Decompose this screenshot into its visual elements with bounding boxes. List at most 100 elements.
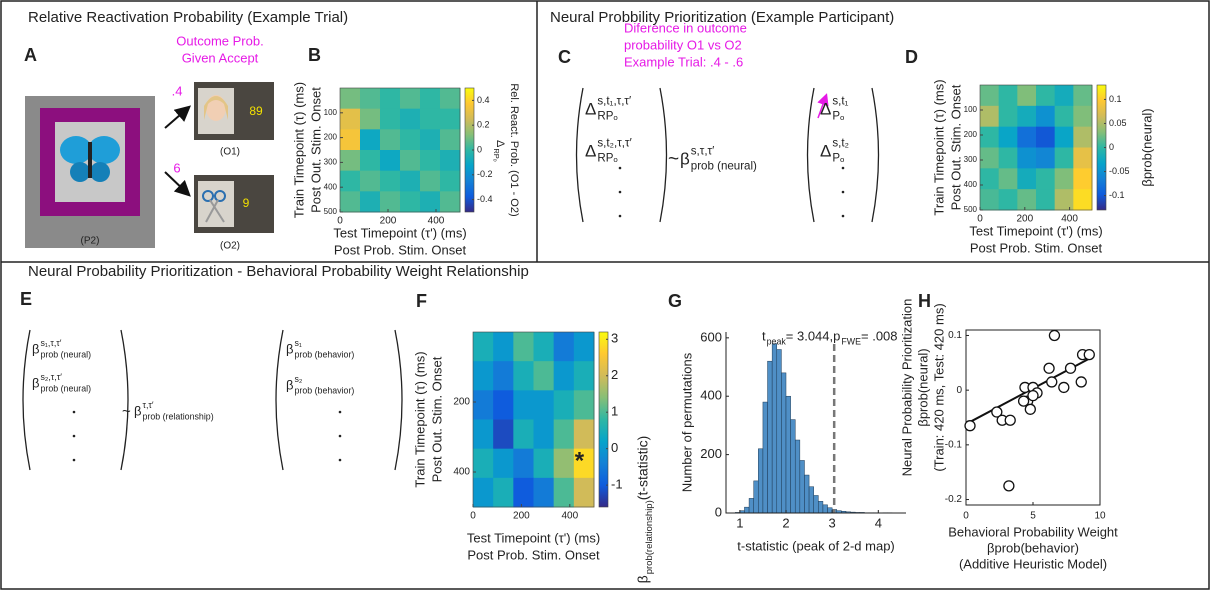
scatter-point — [1048, 329, 1061, 342]
ellipsis — [72, 166, 845, 462]
rotated-label: Post Out. Stim. Onset — [948, 84, 963, 210]
heatmap-cell — [513, 332, 534, 362]
annotation: Outcome Prob. — [176, 33, 263, 48]
probability: 6 — [173, 160, 180, 175]
histogram-bar — [799, 460, 805, 514]
colorbar — [598, 331, 609, 508]
heatmap-cell — [533, 390, 555, 420]
y-axis-label: Number of permutations — [679, 352, 694, 492]
x-tick-label: 400 — [561, 511, 578, 522]
heatmap-cell — [340, 170, 361, 192]
colorbar-label: Rel. React. Prob. (O1 - O2) — [508, 83, 520, 216]
heatmap-cell — [980, 189, 1000, 211]
heatmap-cell — [340, 191, 361, 213]
heatmap-cell — [1017, 168, 1037, 190]
heatmap-cell — [380, 150, 401, 172]
y-tick-label: 200 — [700, 446, 722, 461]
x-tick-label: 0 — [963, 511, 969, 522]
heatmap-cell — [400, 170, 421, 192]
annotation: Diference in outcome — [624, 20, 747, 35]
heatmap-cell — [493, 477, 514, 508]
heatmap-cell — [553, 361, 575, 391]
heatmap-cell — [1054, 189, 1074, 211]
subscript: prob (behavior) — [294, 349, 354, 359]
heatmap-cell — [360, 170, 381, 192]
y-axis-label: (Train: 420 ms, Test: 420 ms) — [931, 303, 946, 471]
annotation: Given Accept — [182, 50, 259, 65]
x-axis-label: Post Prob. Stim. Onset — [334, 242, 467, 257]
y-tick-label: 500 — [324, 207, 338, 216]
y-tick-label: -0.2 — [945, 494, 963, 505]
label: (t-statistic) — [635, 436, 651, 501]
histogram-bar — [758, 448, 764, 514]
subscript: RPₒ — [597, 153, 618, 165]
x-axis-label: βprob(behavior) — [987, 540, 1079, 555]
heatmap-cell — [380, 108, 401, 130]
heatmap-cell — [1054, 147, 1074, 169]
panel-letter: A — [24, 45, 37, 65]
histogram-bar — [818, 501, 824, 514]
heatmap-cell — [380, 170, 401, 192]
math-term: p — [833, 328, 840, 343]
colorbar-tick-label: -0.05 — [1109, 166, 1130, 176]
heatmap-cell — [998, 85, 1018, 107]
annotation: Example Trial: .4 - .6 — [624, 54, 743, 69]
heatmap-cell — [1073, 189, 1093, 211]
heatmap-cell — [1036, 168, 1056, 190]
heatmap-cell — [360, 150, 381, 172]
histogram-bar — [781, 372, 787, 514]
superscript: s₁,τ,τ′ — [40, 338, 61, 348]
colorbar-tick-label: 0 — [1109, 142, 1114, 152]
heatmap-cell — [573, 477, 595, 508]
heatmap-cell — [533, 361, 555, 391]
heatmap-cell — [1036, 85, 1056, 107]
heatmap-cell — [493, 332, 514, 362]
subscript: RPₒ — [597, 111, 618, 123]
heatmap-cell — [473, 477, 494, 508]
y-tick-label: 400 — [453, 467, 470, 478]
superscript: τ,τ′ — [142, 400, 153, 410]
histogram-bar — [771, 343, 778, 514]
heatmap-cell — [473, 419, 494, 450]
x-tick-label: 200 — [1016, 214, 1033, 225]
heatmap-cell — [980, 105, 1000, 128]
subscript: Pₒ — [832, 153, 845, 165]
y-axis-label: Neural Probability Prioritization — [899, 299, 914, 477]
x-tick-label: 400 — [1061, 214, 1078, 225]
heatmap-cell — [513, 448, 534, 479]
heatmap-cell — [1036, 126, 1056, 148]
stimulus-image — [25, 96, 155, 248]
heatmap-cell — [533, 448, 555, 479]
y-axis-label: Train Timepoint (τ) (ms) — [412, 351, 427, 487]
math-term: β — [32, 375, 39, 390]
heatmap-cell — [360, 88, 381, 110]
rotated-label: Post Out. Stim. Onset — [429, 356, 444, 482]
heatmap-cell — [573, 390, 595, 420]
section-title: Neural Probability Prioritization - Beha… — [28, 263, 529, 280]
heatmap-cell — [1073, 147, 1093, 169]
heatmap-cell — [473, 361, 494, 391]
points: 89 — [249, 104, 263, 118]
heatmap-cell — [553, 419, 575, 450]
scatter-point — [964, 420, 976, 432]
subscript: prob (relationship) — [142, 411, 213, 421]
scatter-point — [1017, 395, 1030, 407]
y-tick-label: 200 — [453, 397, 470, 408]
y-tick-label: 0.1 — [948, 330, 962, 341]
plot-frame — [979, 84, 1093, 211]
heatmap-cell — [473, 332, 494, 362]
heatmap-cell — [493, 419, 514, 450]
heatmap-cell — [980, 85, 1000, 107]
heatmap-cell — [513, 419, 534, 450]
histogram-bar — [790, 419, 796, 514]
histogram-bar — [748, 498, 754, 514]
heatmap-cell — [1017, 189, 1037, 211]
plot-frame — [339, 87, 461, 213]
subscript: FWE — [841, 336, 861, 346]
outcome-label: (O1) — [220, 147, 240, 158]
heatmap-cell — [440, 108, 461, 130]
outcome-card — [194, 82, 274, 140]
heatmap-cell — [440, 88, 461, 110]
math-term: Δ — [585, 99, 596, 118]
heatmap-cell — [1036, 105, 1056, 128]
